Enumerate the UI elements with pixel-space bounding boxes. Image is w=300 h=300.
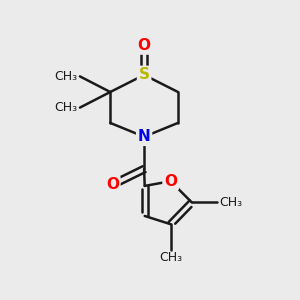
Text: O: O [138, 38, 151, 53]
Text: CH₃: CH₃ [54, 101, 78, 114]
Text: CH₃: CH₃ [159, 251, 182, 264]
Text: O: O [164, 174, 177, 189]
Text: S: S [139, 68, 150, 82]
Text: CH₃: CH₃ [220, 196, 243, 209]
Text: N: N [138, 129, 151, 144]
Text: O: O [106, 177, 119, 192]
Text: CH₃: CH₃ [54, 70, 78, 83]
